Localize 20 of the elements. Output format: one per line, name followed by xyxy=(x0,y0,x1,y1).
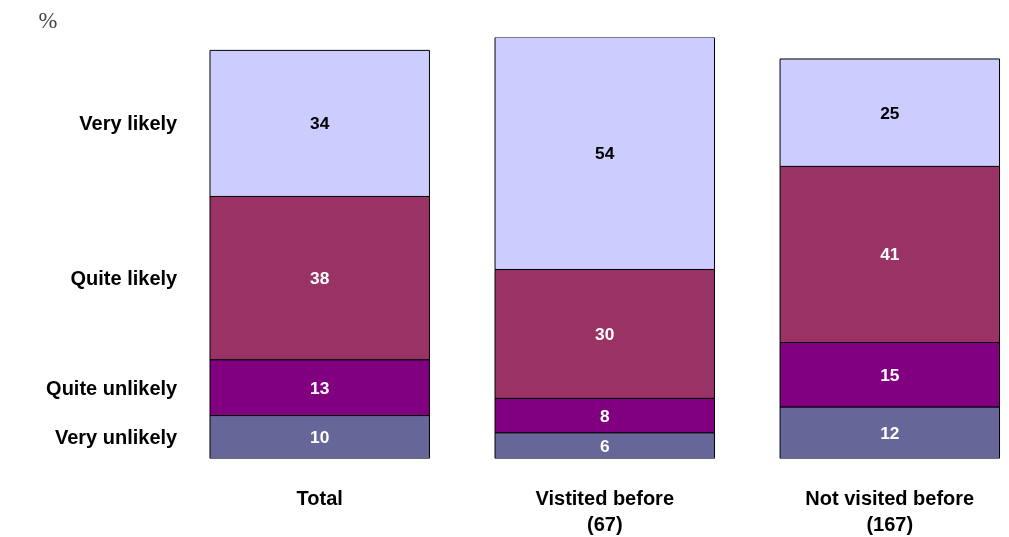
x-tick-label: Vistited before (67) xyxy=(535,486,675,535)
x-tick-label: Total xyxy=(296,486,343,509)
series-label: Quite likely xyxy=(70,267,179,290)
data-label: 15 xyxy=(880,364,900,385)
series-label: Very likely xyxy=(79,112,179,135)
data-label: 30 xyxy=(595,323,615,344)
text: % xyxy=(38,7,58,33)
x-tick-label: Not visited before (167) xyxy=(805,486,975,535)
data-label: 12 xyxy=(880,422,900,443)
data-label: 6 xyxy=(599,435,610,456)
series-label: Very unlikely xyxy=(54,426,179,449)
series-label: Quite unlikely xyxy=(46,376,179,399)
data-label: 34 xyxy=(310,113,330,134)
data-label: 8 xyxy=(599,405,610,426)
data-label: 38 xyxy=(310,268,330,289)
data-label: 10 xyxy=(310,427,330,448)
data-label: 54 xyxy=(595,143,615,164)
data-label: 25 xyxy=(880,102,900,123)
data-label: 13 xyxy=(310,377,330,398)
data-label: 41 xyxy=(880,244,900,265)
